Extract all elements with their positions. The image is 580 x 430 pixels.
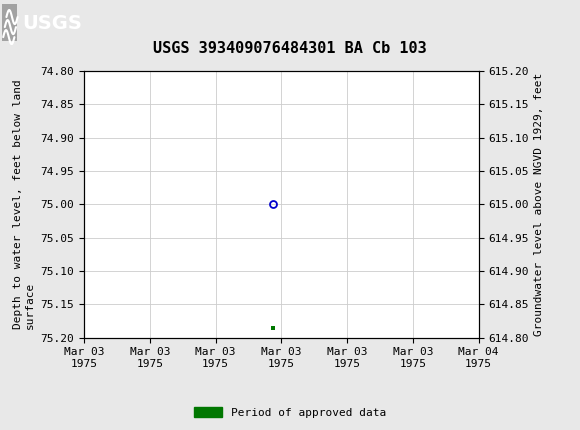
Y-axis label: Depth to water level, feet below land
surface: Depth to water level, feet below land su… bbox=[13, 80, 35, 329]
Bar bbox=[2, 4, 17, 41]
Legend: Period of approved data: Period of approved data bbox=[190, 403, 390, 422]
Text: USGS: USGS bbox=[22, 14, 82, 33]
Text: USGS 393409076484301 BA Cb 103: USGS 393409076484301 BA Cb 103 bbox=[153, 41, 427, 56]
Y-axis label: Groundwater level above NGVD 1929, feet: Groundwater level above NGVD 1929, feet bbox=[534, 73, 544, 336]
